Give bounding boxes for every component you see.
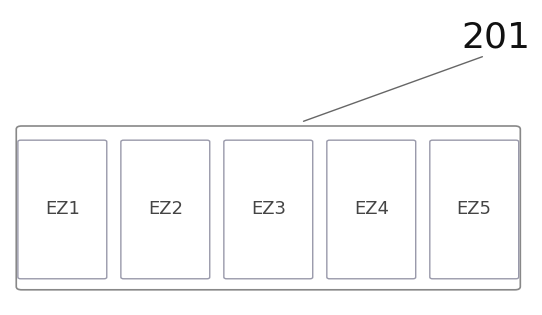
- FancyBboxPatch shape: [327, 140, 416, 279]
- FancyBboxPatch shape: [121, 140, 210, 279]
- Text: EZ2: EZ2: [148, 200, 183, 219]
- Text: EZ1: EZ1: [45, 200, 80, 219]
- FancyBboxPatch shape: [16, 126, 520, 290]
- Text: 201: 201: [461, 21, 531, 55]
- Text: EZ5: EZ5: [457, 200, 492, 219]
- FancyBboxPatch shape: [18, 140, 107, 279]
- FancyBboxPatch shape: [224, 140, 313, 279]
- Text: EZ4: EZ4: [354, 200, 389, 219]
- FancyBboxPatch shape: [430, 140, 519, 279]
- Text: EZ3: EZ3: [251, 200, 286, 219]
